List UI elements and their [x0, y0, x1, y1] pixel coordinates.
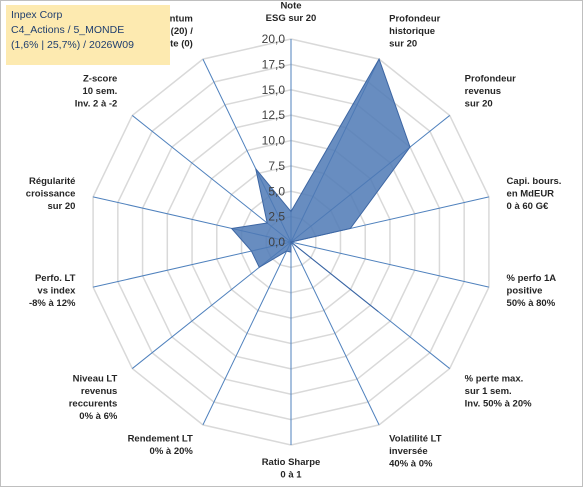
axis-label: Perfo. LT vs index -8% à 12% [29, 273, 76, 309]
radial-tick-label: 5,0 [268, 184, 285, 198]
radar-series [230, 57, 411, 313]
radial-tick-label: 0,0 [268, 235, 285, 249]
axis-label: % perfo 1A positive 50% à 80% [507, 273, 557, 309]
radial-tick-label: 20,0 [262, 32, 286, 46]
chart-title-box: Inpex Corp C4_Actions / 5_MONDE (1,6% | … [6, 5, 170, 65]
axis-label: % perte max. sur 1 sem. Inv. 50% à 20% [465, 373, 532, 409]
axis-label: Volatilité LT inversée 40% à 0% [389, 434, 442, 470]
axis-spoke [290, 241, 380, 426]
axis-label: Profondeur revenus sur 20 [465, 74, 516, 110]
axis-spoke [202, 241, 292, 426]
radial-tick-labels: 0,0 2,5 5,0 7,5 10,0 12,5 15,0 17,5 20,0 [262, 32, 286, 249]
radial-tick-label: 10,0 [262, 134, 286, 148]
axis-label: Ratio Sharpe 0 à 1 [262, 457, 321, 481]
axis-label: Niveau LT revenus reccurents 0% à 6% [69, 373, 118, 422]
radial-tick-label: 12,5 [262, 108, 286, 122]
axis-label: Capi. bours. en MdEUR 0 à 60 G€ [507, 176, 562, 212]
radial-tick-label: 15,0 [262, 83, 286, 97]
title-period: (1,6% | 25,7%) / 2026W09 [11, 39, 134, 51]
axis-label: Z-score 10 sem. Inv. 2 à -2 [75, 74, 118, 110]
axis-spoke [131, 115, 292, 243]
axis-label: Profondeur historique sur 20 [389, 13, 440, 49]
axis-label: Régularité croissance sur 20 [26, 176, 76, 212]
title-portfolio: C4_Actions / 5_MONDE [11, 24, 125, 36]
radial-tick-label: 7,5 [268, 159, 285, 173]
axis-label: Rendement LT 0% à 20% [128, 434, 194, 458]
title-company: Inpex Corp [11, 9, 63, 21]
axis-label: Note ESG sur 20 [266, 1, 317, 25]
radial-tick-label: 17,5 [262, 57, 286, 71]
radial-tick-label: 2,5 [268, 210, 285, 224]
axis-spoke [290, 241, 490, 288]
